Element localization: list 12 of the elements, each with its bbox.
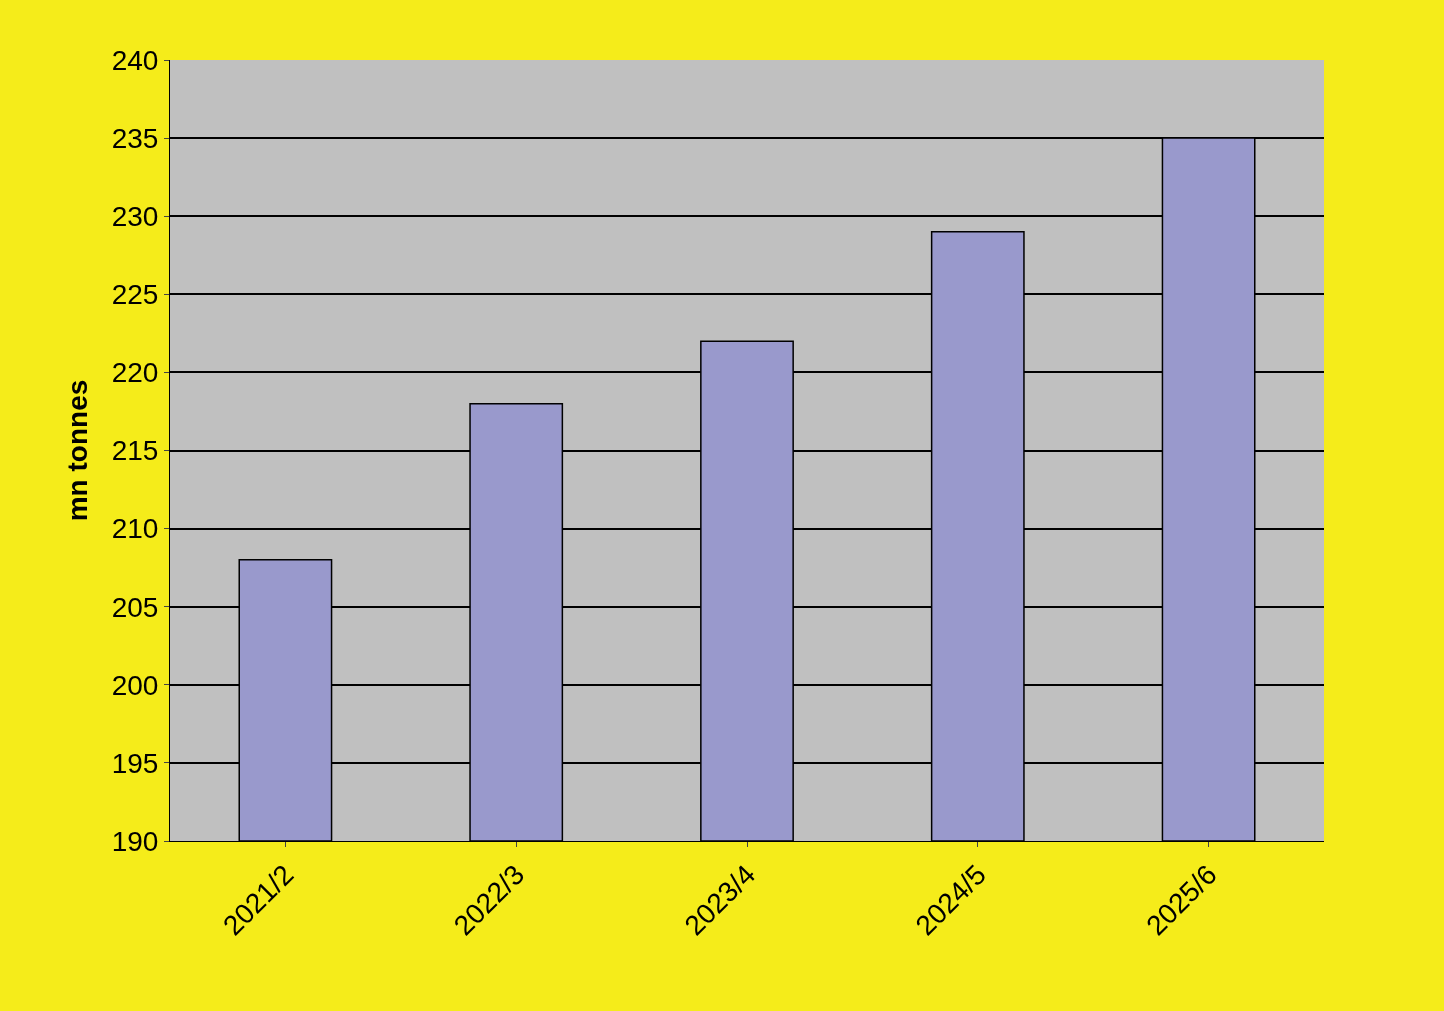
y-tick-label: 215: [111, 435, 159, 467]
y-tick-label: 190: [111, 825, 159, 857]
y-axis-title: mn tonnes: [62, 379, 94, 522]
y-tick-label: 210: [111, 513, 159, 545]
y-tick-label: 195: [111, 747, 159, 779]
y-tick-label: 200: [111, 669, 159, 701]
y-tick-label: 205: [111, 591, 159, 623]
y-tick-label: 240: [111, 44, 159, 76]
y-tick-label: 235: [111, 122, 159, 154]
y-tick-label: 220: [111, 357, 159, 389]
y-tick-label: 225: [111, 279, 159, 311]
y-tick-label: 230: [111, 201, 159, 232]
